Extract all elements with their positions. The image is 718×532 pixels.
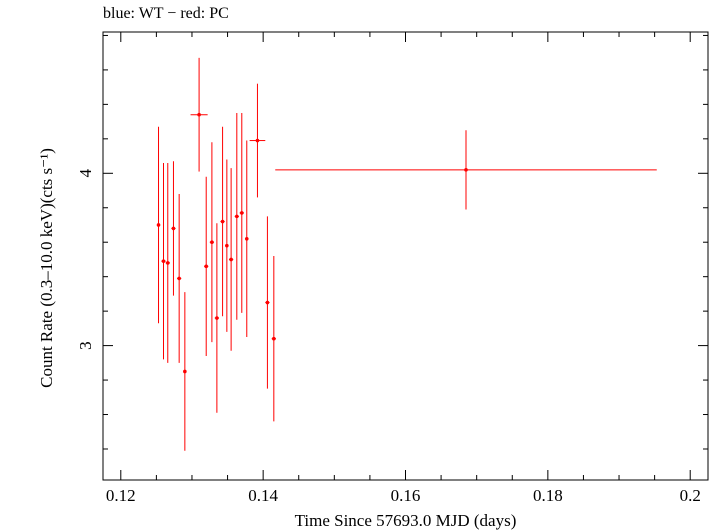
data-points xyxy=(156,57,657,451)
point-marker xyxy=(197,112,201,117)
y-axis-label: Count Rate (0.3–10.0 keV)(cts s⁻¹) xyxy=(37,148,56,388)
point-marker xyxy=(204,264,209,269)
data-point xyxy=(209,142,215,343)
point-marker xyxy=(220,219,225,224)
data-point xyxy=(161,162,166,360)
data-point xyxy=(271,256,276,422)
data-point xyxy=(177,193,182,363)
data-point xyxy=(171,161,176,296)
point-marker xyxy=(239,211,244,215)
data-point xyxy=(214,223,220,413)
data-point xyxy=(275,130,657,210)
point-marker xyxy=(210,240,214,245)
point-marker xyxy=(229,257,233,262)
data-point xyxy=(239,112,244,313)
y-tick-label: 4 xyxy=(76,169,95,178)
data-point xyxy=(249,83,266,198)
x-tick-label: 0.12 xyxy=(106,486,136,505)
x-tick-label: 0.14 xyxy=(248,486,278,505)
axis-ticks xyxy=(103,32,708,480)
point-marker xyxy=(225,243,229,248)
x-tick-label: 0.16 xyxy=(391,486,421,505)
point-marker xyxy=(235,214,239,219)
point-marker xyxy=(161,259,166,263)
point-marker xyxy=(265,300,270,305)
data-point xyxy=(244,140,249,337)
point-marker xyxy=(177,276,181,281)
point-marker xyxy=(171,226,176,231)
point-marker xyxy=(215,316,219,320)
y-tick-label: 3 xyxy=(76,341,95,350)
chart-title: blue: WT − red: PC xyxy=(103,5,229,22)
data-point xyxy=(190,57,208,172)
data-point xyxy=(220,126,225,317)
data-point xyxy=(165,162,170,363)
point-marker xyxy=(272,336,276,341)
x-axis-label: Time Since 57693.0 MJD (days) xyxy=(295,511,517,530)
point-marker xyxy=(183,369,187,374)
point-marker xyxy=(156,223,161,227)
data-point xyxy=(265,216,270,389)
data-point xyxy=(228,168,234,351)
point-marker xyxy=(165,261,170,265)
x-tick-label: 0.18 xyxy=(533,486,563,505)
point-marker xyxy=(255,138,260,143)
tick-labels: 0.12 0.14 0.16 0.18 0.2 3 4 xyxy=(76,169,701,505)
data-point xyxy=(225,159,229,332)
data-point xyxy=(234,112,239,320)
data-point xyxy=(156,126,161,324)
data-point xyxy=(183,292,187,451)
point-marker xyxy=(464,168,468,172)
plot-frame xyxy=(102,31,709,481)
x-tick-label: 0.2 xyxy=(680,486,701,505)
point-marker xyxy=(244,236,249,241)
data-point xyxy=(204,176,209,356)
